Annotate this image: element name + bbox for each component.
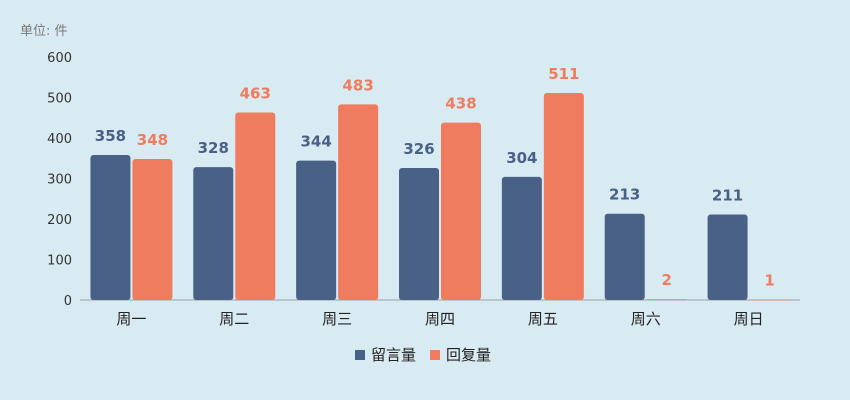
data-label: 511 [548,65,579,83]
data-labels: 358 348 328 463 344 483 326 438 304 511 213 2 211 1 [95,65,775,290]
bar-messages [707,214,748,300]
bar-messages [604,213,645,300]
legend-item-replies[interactable]: 回复量 [430,346,491,364]
data-label: 463 [240,84,271,102]
legend[interactable]: 留言量 回复量 [355,346,491,364]
y-tick-label: 100 [47,254,72,269]
x-tick-label: 周四 [425,310,455,328]
x-tick-label: 周三 [322,310,352,328]
bar-replies [749,299,790,301]
x-tick-label: 周日 [734,310,764,328]
data-label: 358 [95,127,126,145]
bar-replies [543,93,584,300]
y-tick-label: 400 [47,132,72,147]
data-label: 348 [137,131,168,149]
x-tick-label: 周二 [219,310,249,328]
legend-swatch [355,350,365,360]
data-label: 1 [764,272,774,290]
bar-replies [132,159,173,300]
x-tick-label: 周五 [528,310,558,328]
legend-label: 留言量 [371,346,416,364]
legend-label: 回复量 [446,346,491,364]
x-axis-ticks: 周一 周二 周三 周四 周五 周六 周日 [116,310,763,328]
data-label: 211 [712,187,743,205]
bar-messages [90,155,131,300]
x-tick-label: 周一 [116,310,146,328]
data-label: 213 [609,186,640,204]
data-label: 483 [342,76,373,94]
y-tick-label: 200 [47,213,72,228]
bar-replies [441,122,481,300]
bar-messages [193,167,234,300]
legend-item-messages[interactable]: 留言量 [355,346,416,364]
data-label: 304 [506,149,537,167]
data-label: 328 [198,139,229,157]
bar-replies [338,104,379,300]
bar-messages [501,176,542,300]
data-label: 344 [300,133,331,151]
data-label: 438 [445,95,476,113]
unit-label: 单位: 件 [20,24,68,39]
bar-replies [235,112,276,300]
bar-messages [399,167,439,300]
y-axis-ticks: 0 100 200 300 400 500 600 [47,51,72,309]
data-label: 326 [403,140,434,158]
bar-replies [646,299,687,300]
bar-messages [296,160,337,300]
x-tick-label: 周六 [631,310,661,328]
y-tick-label: 0 [64,294,72,309]
bars [90,93,790,301]
data-label: 2 [661,271,671,289]
y-tick-label: 500 [47,92,72,107]
y-tick-label: 300 [47,173,72,188]
y-tick-label: 600 [47,51,72,66]
legend-swatch [430,350,440,360]
